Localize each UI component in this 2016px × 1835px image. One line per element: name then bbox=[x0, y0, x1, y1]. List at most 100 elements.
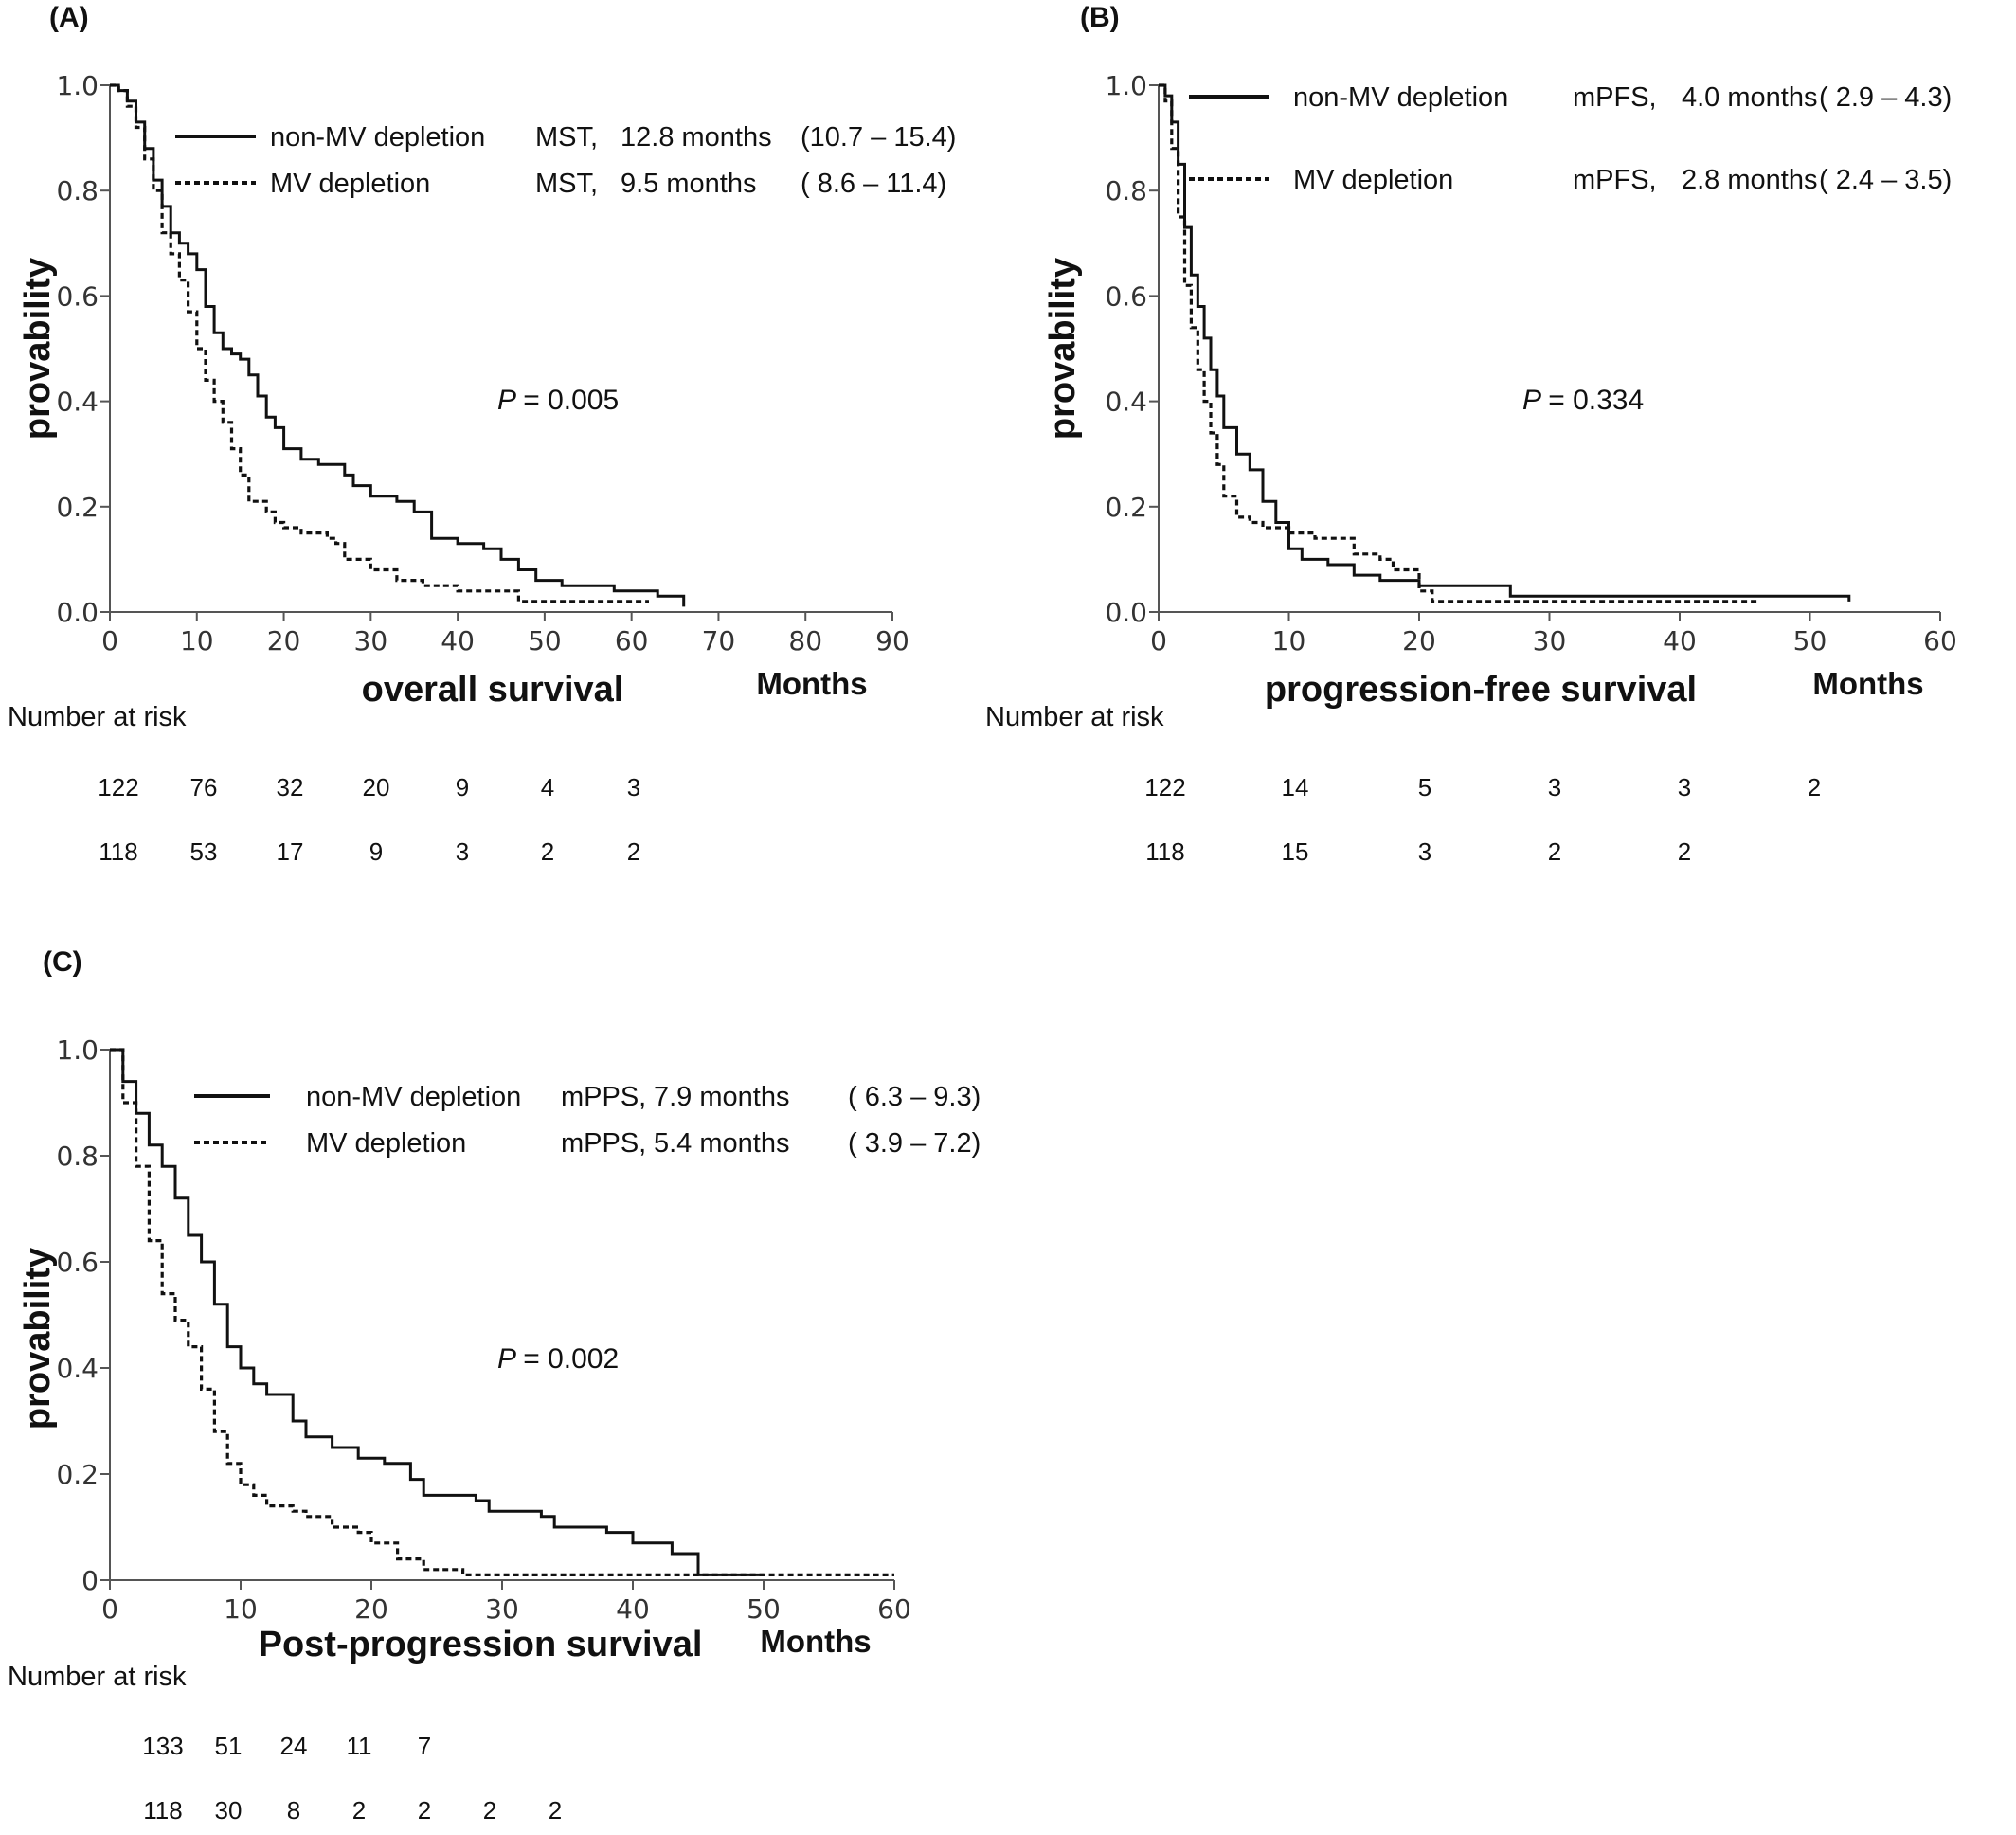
y-axis-title: provability bbox=[1043, 258, 1083, 440]
y-tick-label: 0.6 bbox=[1105, 280, 1147, 312]
legend-estimate: 4.0 months bbox=[1682, 82, 1817, 113]
y-tick-label: 0.6 bbox=[56, 1247, 99, 1278]
y-tick-label: 0 bbox=[81, 1565, 99, 1596]
x-tick-label: 20 bbox=[354, 1593, 388, 1625]
legend-stat: MST, bbox=[535, 122, 598, 153]
risk-table-cell: 118 bbox=[1145, 837, 1184, 866]
risk-table-cell: 76 bbox=[190, 773, 218, 801]
x-tick-label: 0 bbox=[101, 1593, 118, 1625]
legend-series-name: non-MV depletion bbox=[306, 1082, 521, 1112]
x-axis-title: progression-free survival bbox=[1265, 670, 1697, 710]
risk-table-cell: 9 bbox=[456, 773, 469, 801]
km-curve-non-mv-depletion bbox=[110, 1048, 764, 1576]
y-tick-label: 0.2 bbox=[56, 1459, 99, 1490]
legend-estimate: 9.5 months bbox=[621, 169, 756, 199]
x-tick-label: 10 bbox=[224, 1593, 258, 1625]
p-value-number: = 0.005 bbox=[523, 385, 619, 416]
risk-table-cell: 118 bbox=[143, 1796, 182, 1825]
risk-table-cell: 122 bbox=[98, 773, 138, 801]
risk-table-cell: 11 bbox=[347, 1732, 372, 1760]
y-tick-label: 0.0 bbox=[56, 597, 99, 628]
x-tick-label: 40 bbox=[441, 625, 475, 657]
x-tick-label: 40 bbox=[616, 1593, 650, 1625]
risk-table-cell: 3 bbox=[1418, 837, 1431, 866]
panel-label: (C) bbox=[43, 946, 82, 978]
x-tick-label: 30 bbox=[354, 625, 388, 657]
km-curve-non-mv-depletion bbox=[110, 83, 686, 607]
x-tick-label: 30 bbox=[1533, 625, 1567, 657]
x-axis-title: Post-progression survival bbox=[259, 1625, 703, 1664]
risk-table-title: Number at risk bbox=[8, 1662, 187, 1692]
p-value-number: = 0.002 bbox=[523, 1343, 619, 1375]
x-tick-label: 0 bbox=[101, 625, 118, 657]
x-tick-label: 50 bbox=[747, 1593, 781, 1625]
legend-estimate: 2.8 months bbox=[1682, 165, 1817, 195]
risk-table-cell: 118 bbox=[99, 837, 137, 866]
risk-table-cell: 3 bbox=[456, 837, 469, 866]
risk-table-cell: 2 bbox=[1808, 773, 1821, 801]
legend-ci: (10.7 – 15.4) bbox=[801, 122, 956, 153]
y-tick-label: 0.4 bbox=[1105, 387, 1147, 418]
risk-table-cell: 122 bbox=[1144, 773, 1185, 801]
risk-table-cell: 15 bbox=[1282, 837, 1309, 866]
legend-stat: MST, bbox=[535, 169, 598, 199]
km-curve-mv-depletion bbox=[110, 1048, 894, 1576]
risk-table-cell: 32 bbox=[277, 773, 304, 801]
risk-table-cell: 2 bbox=[1678, 837, 1691, 866]
legend-series-name: MV depletion bbox=[270, 169, 430, 199]
legend-series-name: non-MV depletion bbox=[1293, 82, 1508, 113]
legend-series-name: MV depletion bbox=[1293, 165, 1453, 195]
legend-stat: mPPS, bbox=[561, 1082, 646, 1112]
x-tick-label: 10 bbox=[1272, 625, 1306, 657]
x-tick-label: 40 bbox=[1663, 625, 1697, 657]
risk-table-cell: 133 bbox=[142, 1732, 183, 1760]
y-tick-label: 0.0 bbox=[1105, 597, 1147, 628]
p-value: P = 0.005 bbox=[497, 385, 619, 416]
legend-stat: mPPS, bbox=[561, 1128, 646, 1159]
km-curve-mv-depletion bbox=[110, 83, 649, 603]
risk-table-cell: 2 bbox=[549, 1796, 562, 1825]
risk-table-title: Number at risk bbox=[8, 702, 187, 732]
y-axis-title: provability bbox=[18, 1248, 58, 1430]
km-curve-non-mv-depletion bbox=[1159, 83, 1851, 602]
risk-table-cell: 24 bbox=[280, 1732, 308, 1760]
legend-ci: ( 6.3 – 9.3) bbox=[848, 1082, 981, 1112]
x-tick-label: 0 bbox=[1150, 625, 1167, 657]
risk-table-cell: 2 bbox=[352, 1796, 366, 1825]
legend-ci: ( 2.9 – 4.3) bbox=[1819, 82, 1952, 113]
risk-table-cell: 4 bbox=[541, 773, 554, 801]
x-tick-label: 60 bbox=[1923, 625, 1957, 657]
x-tick-label: 70 bbox=[702, 625, 736, 657]
legend-series-name: MV depletion bbox=[306, 1128, 466, 1159]
risk-table-title: Number at risk bbox=[985, 702, 1164, 732]
p-value-number: = 0.334 bbox=[1548, 385, 1644, 416]
y-tick-label: 0.8 bbox=[56, 175, 99, 207]
x-tick-label: 80 bbox=[788, 625, 822, 657]
p-value-symbol: P bbox=[497, 1343, 523, 1375]
risk-table-cell: 17 bbox=[277, 837, 304, 866]
risk-table-cell: 2 bbox=[541, 837, 554, 866]
panel-label: (A) bbox=[49, 2, 89, 33]
legend-estimate: 5.4 months bbox=[654, 1128, 789, 1159]
risk-table-cell: 30 bbox=[215, 1796, 243, 1825]
legend-estimate: 7.9 months bbox=[654, 1082, 789, 1112]
p-value-symbol: P bbox=[1522, 385, 1548, 416]
risk-table-cell: 2 bbox=[483, 1796, 496, 1825]
x-tick-label: 60 bbox=[615, 625, 649, 657]
x-tick-label: 20 bbox=[267, 625, 301, 657]
y-tick-label: 0.8 bbox=[56, 1141, 99, 1172]
chart-panel-c: (C) 0 10 20 30 40 50 60 0 0.2 0.4 0.6 0.8 1.0 provabil… bbox=[8, 946, 981, 1825]
risk-table-cell: 5 bbox=[1418, 773, 1431, 801]
risk-table-cell: 8 bbox=[287, 1796, 300, 1825]
x-tick-label: 10 bbox=[180, 625, 214, 657]
y-tick-label: 0.4 bbox=[56, 387, 99, 418]
y-tick-label: 1.0 bbox=[56, 70, 99, 101]
y-tick-label: 0.4 bbox=[56, 1353, 99, 1384]
y-tick-label: 1.0 bbox=[1105, 70, 1147, 101]
x-axis-unit: Months bbox=[760, 1624, 871, 1659]
legend-stat: mPFS, bbox=[1573, 82, 1657, 113]
risk-table-cell: 9 bbox=[369, 837, 383, 866]
risk-table-cell: 3 bbox=[1548, 773, 1561, 801]
p-value: P = 0.334 bbox=[1522, 385, 1644, 416]
